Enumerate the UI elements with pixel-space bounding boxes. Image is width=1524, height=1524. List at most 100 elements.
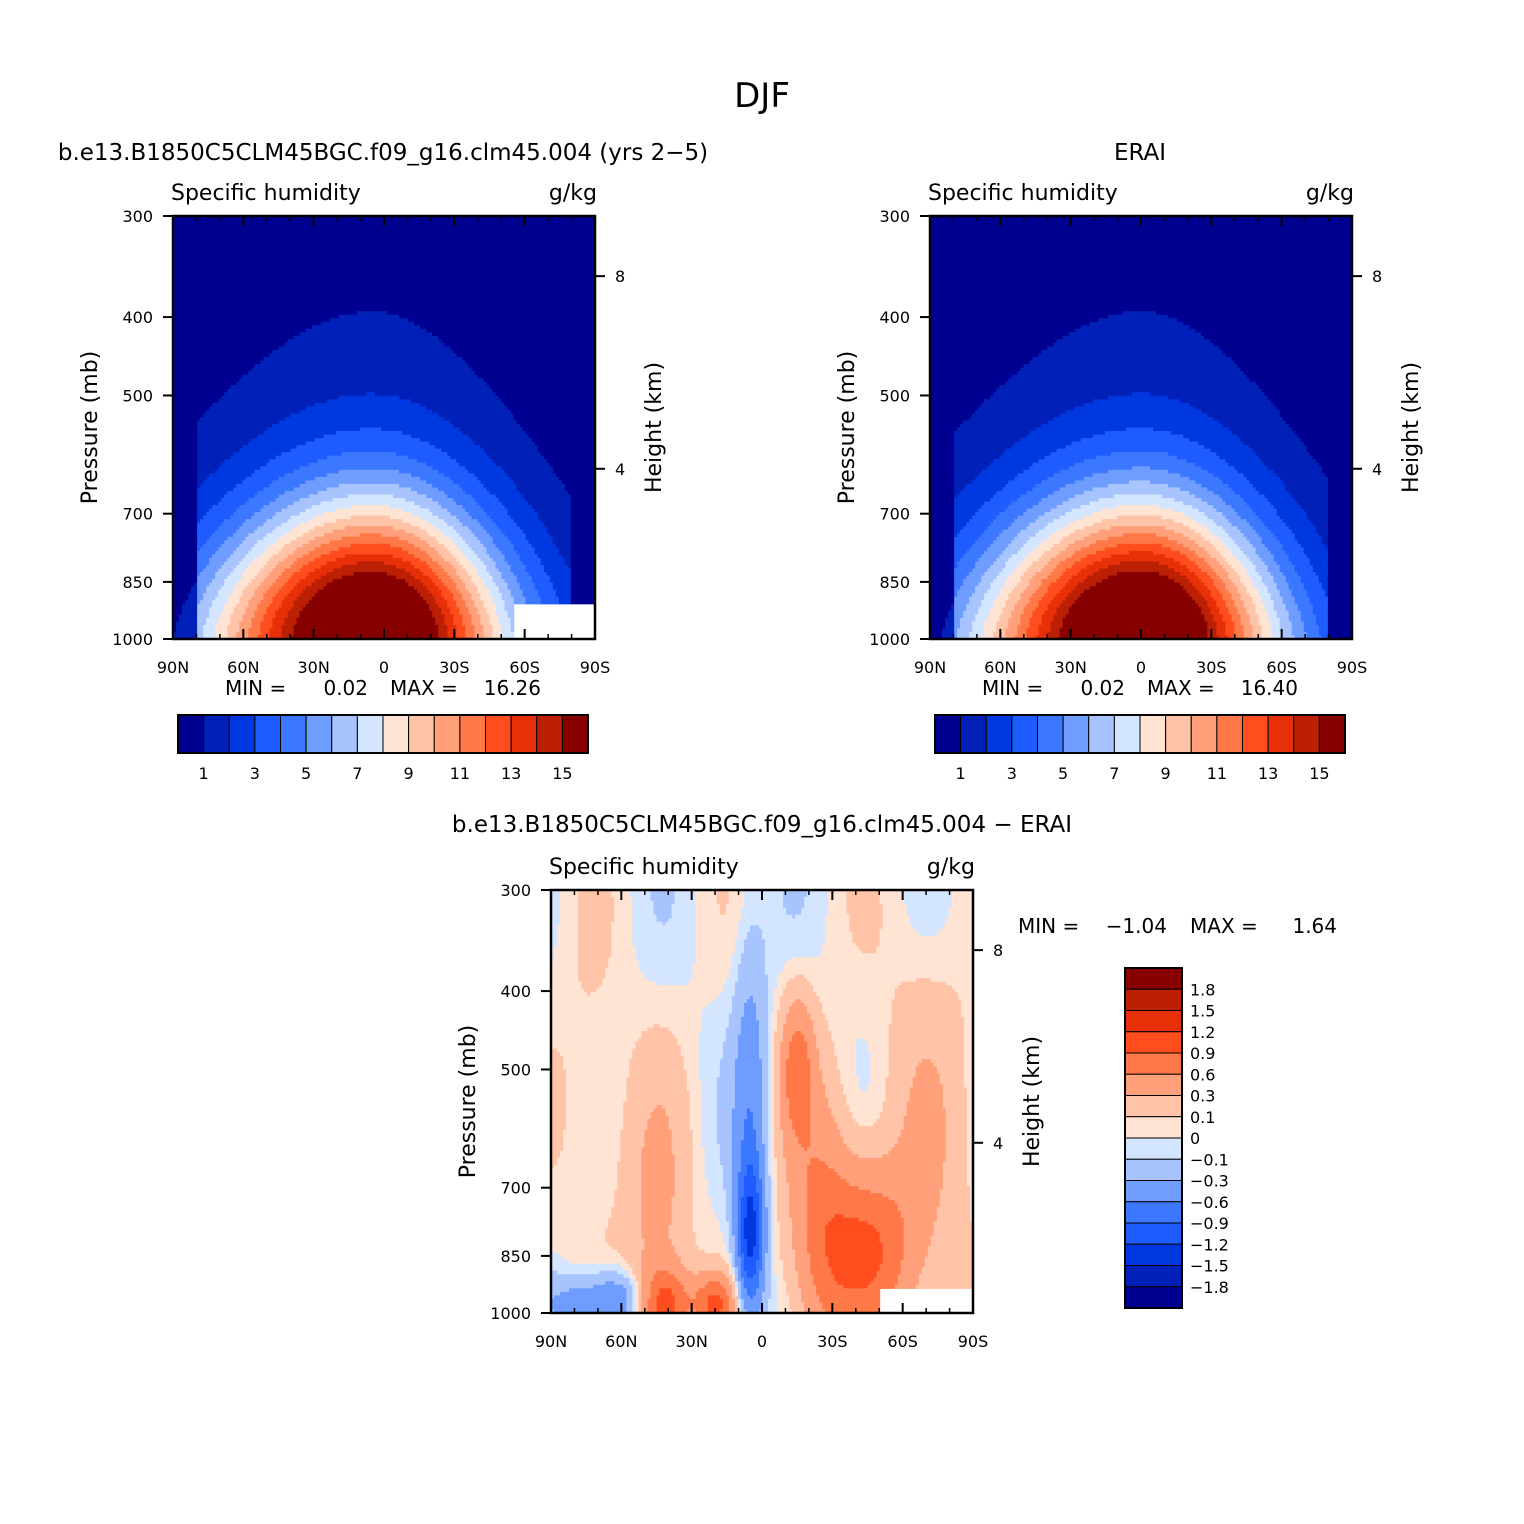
contour-cell (402, 431, 463, 436)
contour-cell (477, 589, 491, 594)
contour-cell (1029, 582, 1043, 587)
contour-cell (771, 1016, 778, 1022)
contour-cell (560, 914, 579, 919)
contour-cell (762, 1059, 769, 1064)
contour-cell (551, 956, 555, 962)
contour-cell (632, 1291, 636, 1296)
contour-cell (758, 1027, 769, 1032)
contour-cell (1053, 617, 1064, 622)
contour-cell (1228, 575, 1242, 580)
contour-cell (822, 1069, 841, 1074)
contour-cell (1246, 568, 1257, 573)
contour-cell (465, 631, 476, 637)
contour-cell (771, 1020, 778, 1025)
contour-cell (671, 1031, 700, 1036)
contour-cell (752, 1164, 760, 1170)
contour-cell (209, 614, 222, 619)
contour-cell (551, 1136, 564, 1141)
contour-cell (737, 1221, 742, 1226)
contour-cell (674, 1157, 694, 1163)
contour-cell (227, 557, 243, 563)
contour-cell (611, 942, 633, 948)
contour-cell (695, 890, 718, 895)
contour-cell (731, 1288, 736, 1293)
contour-cell (882, 1256, 905, 1261)
contour-cell (320, 575, 343, 580)
contour-cell (1273, 579, 1287, 584)
contour-cell (749, 1108, 763, 1113)
contour-cell (212, 402, 316, 407)
contour-cell (873, 1277, 899, 1282)
contour-cell (981, 600, 994, 605)
contour-cell (173, 406, 210, 411)
contour-cell (786, 1168, 808, 1173)
contour-cell (197, 550, 216, 556)
contour-cell (780, 1073, 787, 1078)
contour-cell (477, 501, 503, 506)
contour-cell (1065, 512, 1094, 517)
contour-cell (566, 1119, 624, 1124)
contour-cell (570, 501, 596, 506)
contour-cell (734, 1087, 763, 1092)
contour-cell (293, 572, 310, 577)
contour-cell (731, 1207, 739, 1212)
contour-cell (438, 501, 457, 506)
colorbar-swatch (228, 714, 256, 754)
contour-cell (495, 610, 509, 615)
contour-cell (1083, 490, 1190, 496)
contour-cell (810, 1105, 829, 1110)
contour-cell (1014, 441, 1073, 446)
contour-cell (710, 1196, 727, 1201)
contour-cell (230, 593, 243, 598)
contour-cell (807, 1172, 838, 1177)
contour-cell (725, 904, 745, 909)
contour-cell (771, 1055, 775, 1060)
contour-cell (1195, 550, 1208, 556)
contour-cell (740, 1031, 760, 1036)
contour-cell (308, 550, 331, 556)
contour-cell (1128, 550, 1154, 556)
colorbar-label: 15 (1309, 764, 1329, 783)
contour-cell (269, 543, 286, 548)
contour-cell (755, 1291, 763, 1296)
contour-cell (716, 1097, 736, 1103)
contour-cell (1234, 582, 1245, 587)
contour-cell (762, 1246, 769, 1251)
contour-cell (692, 1228, 721, 1233)
contour-cell (716, 1094, 736, 1099)
contour-cell (567, 564, 572, 570)
contour-cell (1011, 501, 1040, 506)
contour-cell (453, 621, 463, 626)
variable-label: Specific humidity (928, 181, 1118, 206)
contour-cell (1279, 413, 1353, 418)
contour-cell (1288, 423, 1353, 429)
contour-cell (465, 540, 482, 545)
contour-cell (1309, 452, 1353, 457)
contour-cell (768, 1062, 772, 1067)
contour-cell (768, 1115, 772, 1120)
contour-cell (1068, 579, 1085, 584)
contour-cell (771, 1083, 775, 1089)
contour-cell (737, 1267, 742, 1272)
contour-cell (762, 932, 826, 937)
contour-cell (486, 487, 518, 492)
contour-cell (762, 1263, 766, 1268)
contour-cell (1252, 543, 1266, 548)
contour-cell (777, 1217, 793, 1222)
contour-cell (611, 949, 636, 955)
contour-cell (1258, 593, 1272, 598)
contour-cell (1189, 579, 1202, 584)
contour-cell (420, 536, 436, 541)
contour-cell (456, 501, 479, 506)
contour-cell (725, 1260, 730, 1265)
contour-cell (197, 455, 231, 460)
contour-cell (825, 1087, 844, 1092)
contour-cell (468, 557, 482, 563)
contour-cell (659, 1288, 673, 1293)
contour-cell (771, 1013, 778, 1018)
contour-cell (1258, 455, 1314, 460)
contour-cell (1327, 515, 1353, 520)
contour-cell (239, 579, 252, 584)
contour-cell (849, 1147, 893, 1152)
contour-cell (786, 1020, 814, 1025)
